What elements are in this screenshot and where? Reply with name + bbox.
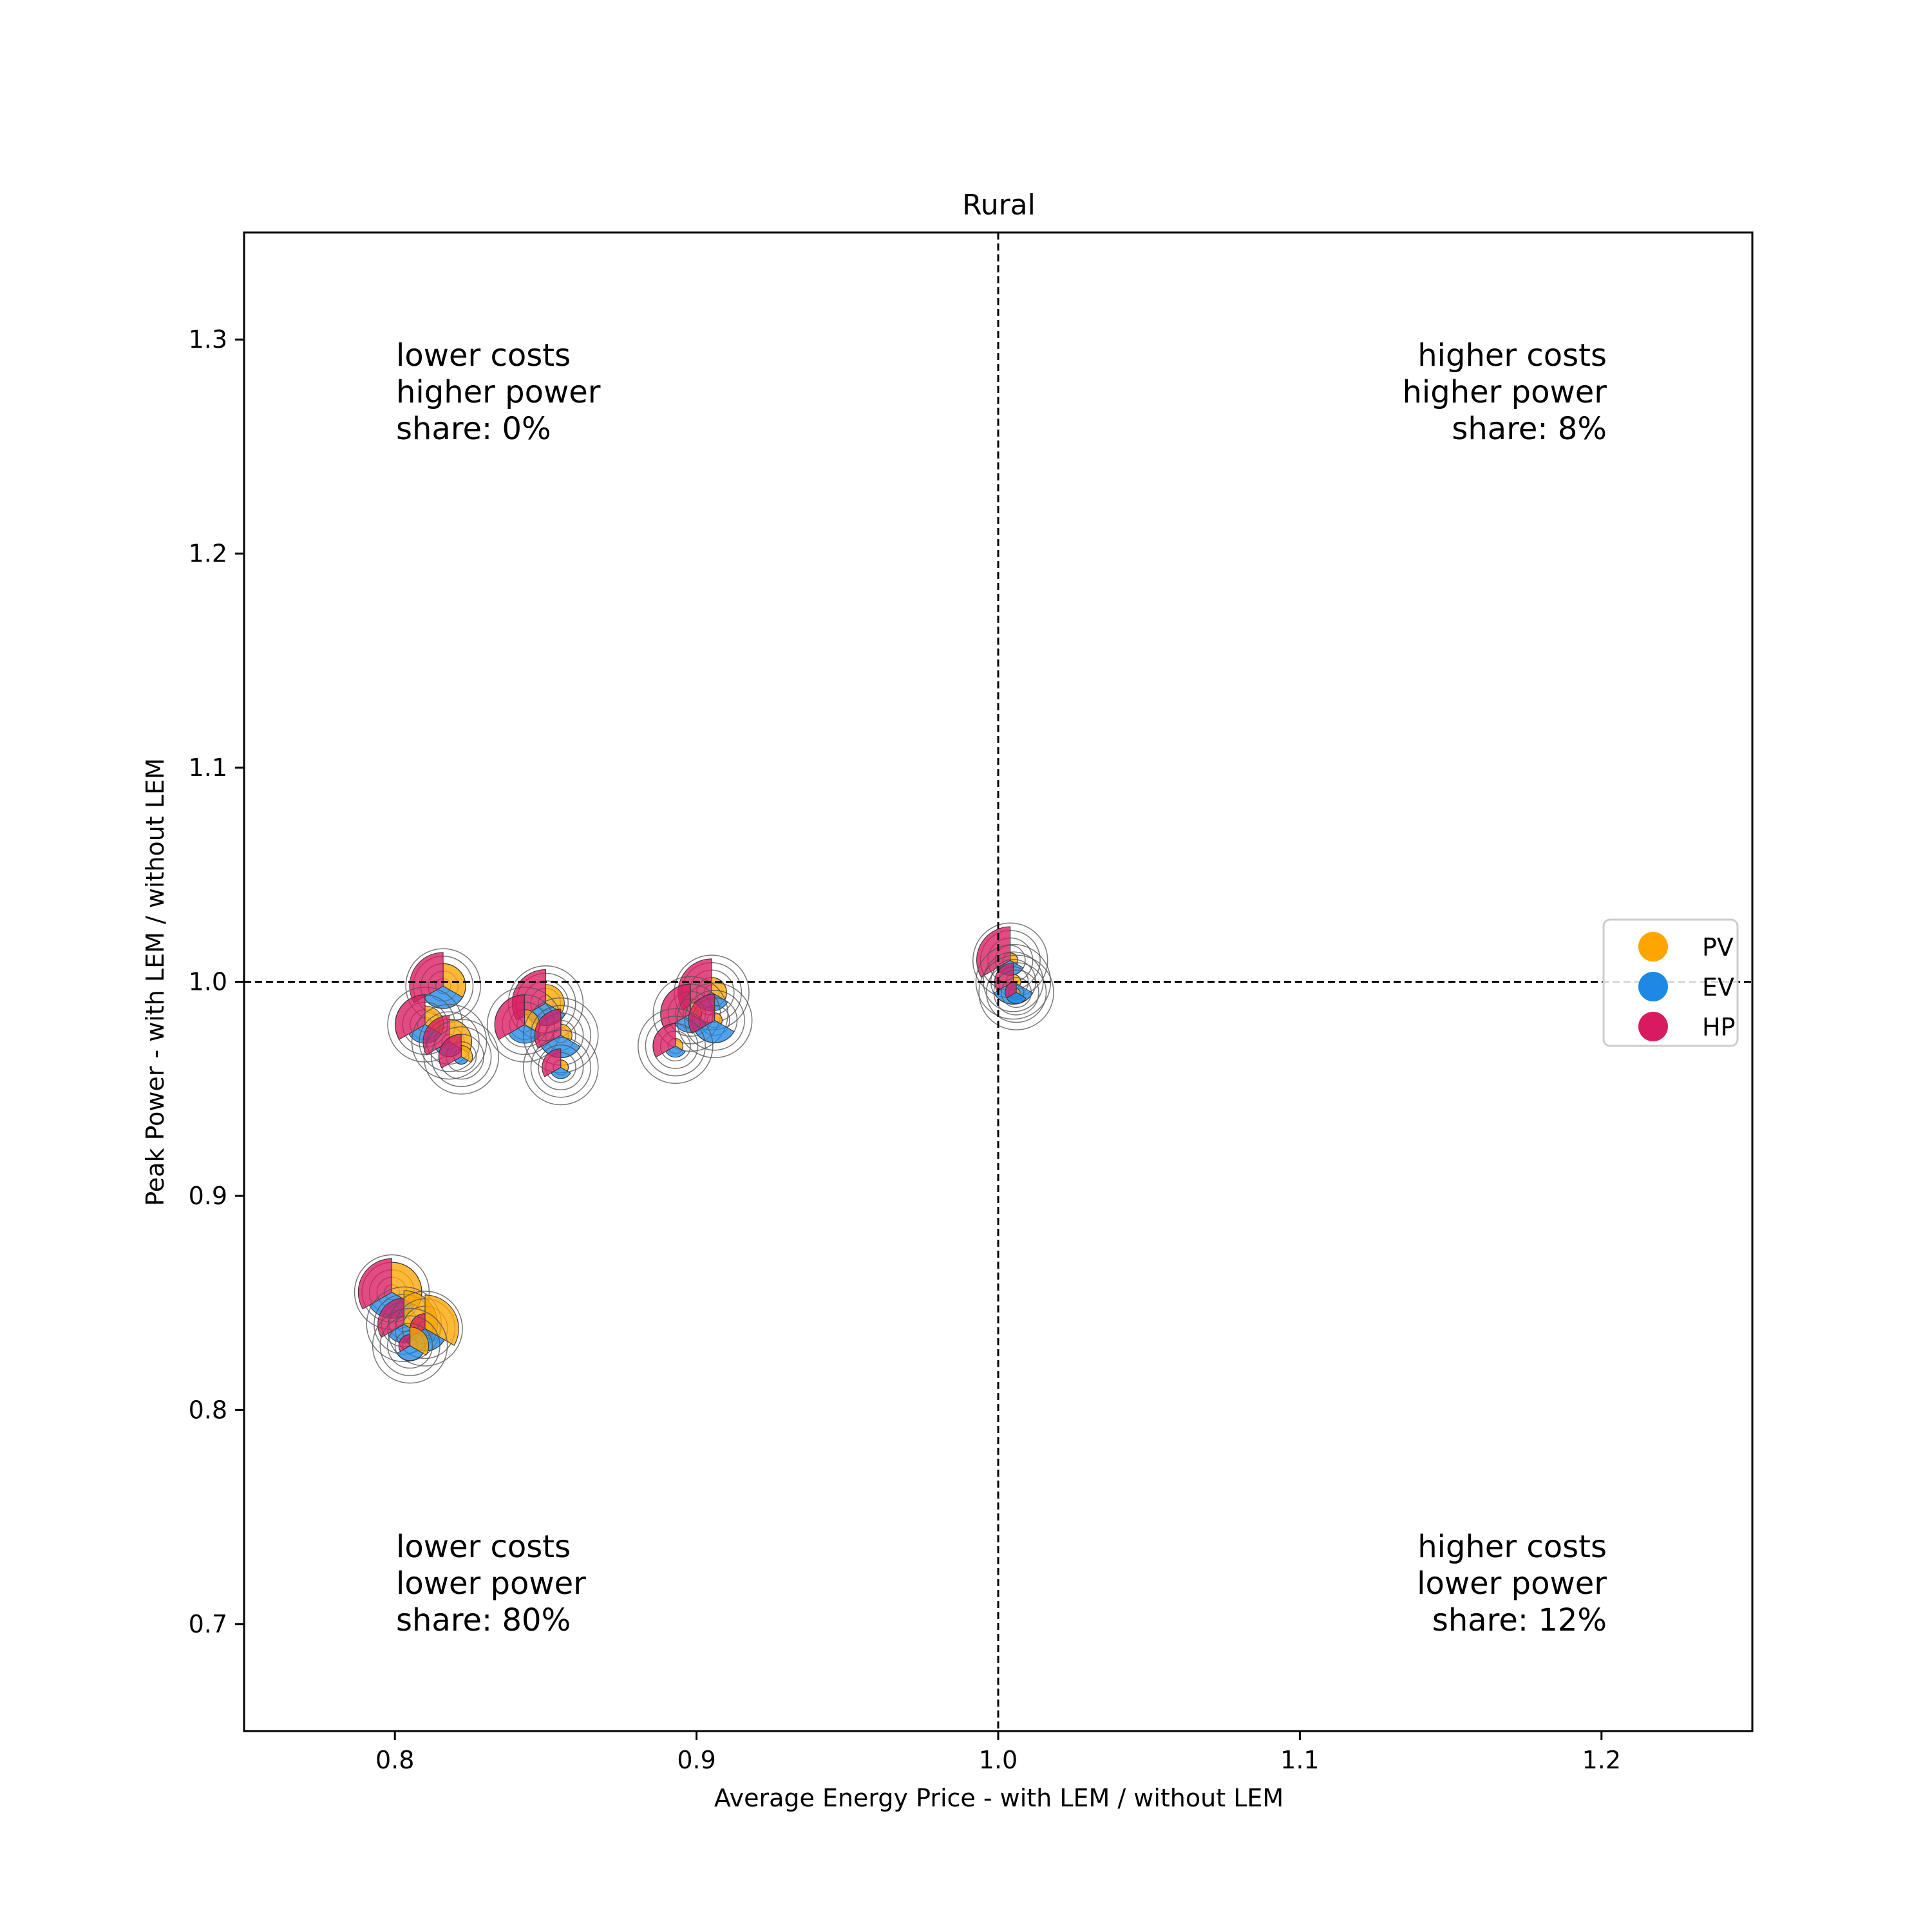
point-wedge-ev xyxy=(665,1045,686,1058)
point-ring xyxy=(1001,977,1032,1009)
legend-label: PV xyxy=(1702,933,1734,961)
point-ring xyxy=(372,1307,448,1384)
quadrant-annotation-line: share: 80% xyxy=(396,1602,571,1638)
point-wedge-hp xyxy=(398,1334,411,1352)
data-point xyxy=(486,987,563,1063)
point-ring xyxy=(431,1026,492,1087)
point-ring xyxy=(676,982,753,1059)
x-axis-label: Average Energy Price - with LEM / withou… xyxy=(714,1784,1283,1812)
point-ring xyxy=(978,954,1054,1030)
chart-title: Rural xyxy=(962,189,1036,222)
legend-marker-ev xyxy=(1638,972,1668,1001)
point-ring xyxy=(419,1011,480,1072)
point-wedge-hp xyxy=(395,994,426,1040)
legend-marker-hp xyxy=(1638,1012,1668,1041)
x-tick-label: 0.8 xyxy=(375,1746,414,1774)
x-axis: 0.8 0.9 1.0 1.1 1.2 xyxy=(375,1731,1621,1774)
data-point xyxy=(523,1029,599,1106)
point-wedge-hp xyxy=(409,952,444,1003)
data-point xyxy=(638,1008,714,1084)
point-ring xyxy=(387,1323,433,1369)
x-tick-label: 1.2 xyxy=(1582,1746,1621,1774)
point-wedge-hp xyxy=(438,1034,462,1068)
legend-label: HP xyxy=(1702,1013,1736,1041)
data-layer xyxy=(354,922,1054,1384)
point-wedge-hp xyxy=(652,1023,676,1058)
point-ring xyxy=(387,1291,463,1367)
data-point xyxy=(978,954,1054,1030)
point-ring xyxy=(638,1008,714,1084)
quadrant-annotation-line: higher power xyxy=(396,374,601,410)
y-tick-label: 0.9 xyxy=(189,1182,227,1210)
point-wedge-hp xyxy=(542,1048,562,1077)
reference-lines xyxy=(244,232,1752,1731)
point-ring xyxy=(411,1003,488,1080)
point-wedge-ev xyxy=(423,985,463,1009)
point-ring xyxy=(530,1037,591,1098)
quadrant-annotation-line: lower costs xyxy=(396,337,571,374)
data-point xyxy=(972,922,1048,999)
point-wedge-ev xyxy=(694,1019,735,1043)
quadrant-annotation-line: lower power xyxy=(396,1566,586,1602)
x-tick-label: 1.1 xyxy=(1280,1746,1319,1774)
point-ring xyxy=(538,1044,584,1091)
point-wedge-pv xyxy=(442,963,466,998)
point-ring xyxy=(645,1016,706,1077)
quadrant-annotation-line: lower costs xyxy=(396,1529,571,1565)
quadrant-annotation-line: share: 12% xyxy=(1432,1602,1607,1638)
data-point xyxy=(372,1307,448,1384)
point-ring xyxy=(684,990,745,1051)
point-wedge-ev xyxy=(1006,992,1027,1004)
quadrant-annotation-line: higher power xyxy=(1402,374,1607,410)
y-tick-label: 1.1 xyxy=(189,753,227,782)
point-ring xyxy=(523,1029,599,1106)
point-ring xyxy=(379,1315,440,1376)
quadrant-annotation-line: higher costs xyxy=(1417,337,1607,374)
y-tick-label: 0.7 xyxy=(189,1610,227,1638)
point-wedge-ev xyxy=(396,1345,424,1361)
y-axis-label: Peak Power - with LEM / without LEM xyxy=(141,758,169,1206)
y-axis: 0.7 0.8 0.9 1.0 1.1 1.2 1.3 xyxy=(189,325,244,1638)
point-wedge-pv xyxy=(424,1294,459,1346)
point-wedge-hp xyxy=(494,994,526,1040)
quadrant-annotation-line: lower power xyxy=(1417,1566,1607,1602)
point-ring xyxy=(423,1019,499,1095)
x-tick-label: 1.0 xyxy=(979,1746,1018,1774)
data-point xyxy=(423,1019,499,1095)
legend-marker-pv xyxy=(1638,932,1668,961)
y-tick-label: 1.3 xyxy=(189,325,227,354)
y-tick-label: 1.0 xyxy=(189,968,227,996)
legend: PV EV HP xyxy=(1602,918,1739,1047)
quadrant-annotation-line: share: 0% xyxy=(396,411,551,447)
y-tick-label: 0.8 xyxy=(189,1396,227,1424)
y-tick-label: 1.2 xyxy=(189,540,227,568)
data-point xyxy=(676,982,753,1059)
point-wedge-ev xyxy=(551,1066,571,1079)
legend-label: EV xyxy=(1702,973,1734,1001)
quadrant-annotation-line: share: 8% xyxy=(1452,411,1607,447)
point-ring xyxy=(975,943,1052,1020)
point-wedge-hp xyxy=(357,1258,393,1310)
point-wedge-hp xyxy=(976,926,1011,978)
legend-box xyxy=(1602,918,1739,1047)
x-tick-label: 0.9 xyxy=(677,1746,715,1774)
point-ring xyxy=(993,969,1039,1016)
quadrant-annotation-line: higher costs xyxy=(1417,1529,1607,1565)
point-ring xyxy=(985,961,1047,1023)
point-wedge-hp xyxy=(660,983,691,1030)
